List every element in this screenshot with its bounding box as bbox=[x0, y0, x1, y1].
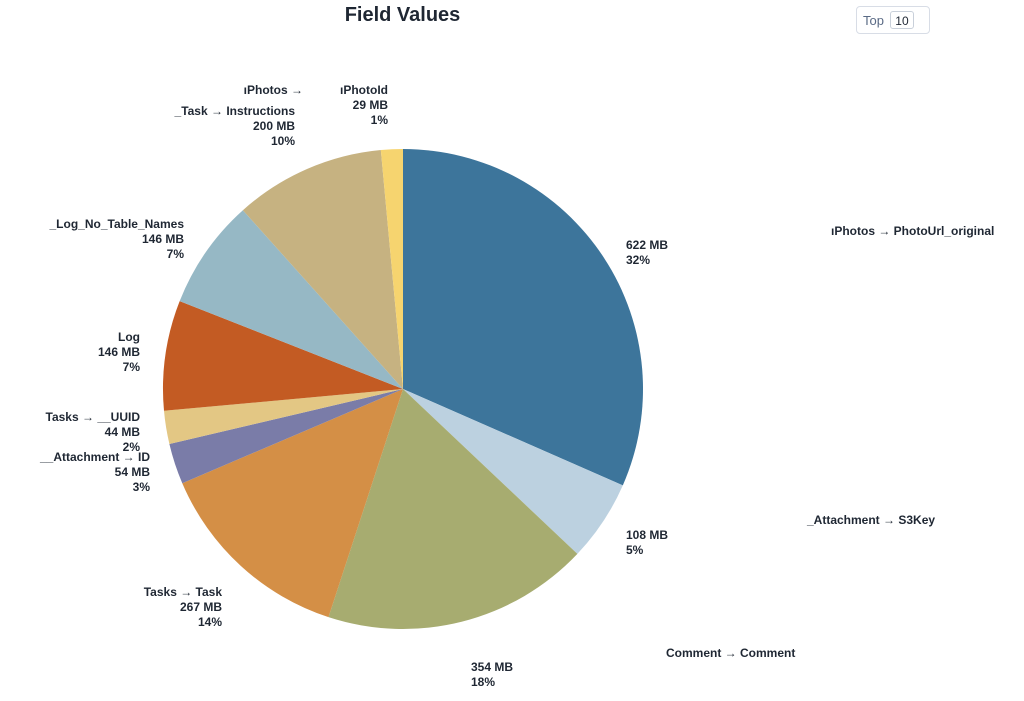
top-n-selector[interactable]: Top 10 bbox=[856, 6, 930, 34]
slice-size-label: 54 MB bbox=[115, 465, 151, 479]
pie-slice[interactable] bbox=[162, 301, 403, 411]
slice-name-label: __Attachment → ID bbox=[39, 450, 150, 464]
slice-size-label: 44 MB bbox=[105, 425, 141, 439]
slice-name-label: _Attachment → S3Key bbox=[806, 513, 935, 527]
pie-slice[interactable] bbox=[182, 389, 403, 618]
slice-size-label: 146 MB bbox=[98, 345, 140, 359]
slice-size-label: 267 MB bbox=[180, 600, 222, 614]
slice-name-label: Log bbox=[118, 330, 140, 344]
slice-size-label: 622 MB bbox=[626, 238, 668, 252]
slice-name-label: Comment → Comment bbox=[666, 646, 795, 660]
pie-slice[interactable] bbox=[380, 149, 403, 389]
slice-percent-label: 3% bbox=[133, 480, 151, 494]
chart-title: Field Values bbox=[344, 4, 461, 26]
slice-size-label: 29 MB bbox=[353, 98, 389, 112]
slice-name-label: ıPhotoId bbox=[340, 83, 388, 97]
slice-percent-label: 2% bbox=[123, 440, 141, 454]
slice-size-label: 108 MB bbox=[626, 528, 668, 542]
slice-name-label: _Task → Instructions bbox=[174, 104, 296, 118]
top-n-label: Top bbox=[863, 12, 884, 28]
slice-name-label: Tasks → __UUID bbox=[46, 410, 141, 424]
pie-slice[interactable] bbox=[163, 389, 403, 444]
slice-name-label: ıPhotos → PhotoUrl_original bbox=[831, 224, 994, 238]
slice-percent-label: 10% bbox=[271, 134, 295, 148]
pie-slice[interactable] bbox=[403, 389, 623, 554]
slice-size-label: 200 MB bbox=[253, 119, 295, 133]
slice-size-label: 354 MB bbox=[471, 660, 513, 674]
top-n-input[interactable]: 10 bbox=[889, 11, 914, 29]
slice-percent-label: 7% bbox=[123, 360, 141, 374]
pie-slice[interactable] bbox=[403, 149, 644, 486]
pie-slice[interactable] bbox=[328, 389, 578, 630]
slice-percent-label: 5% bbox=[626, 543, 644, 557]
slice-percent-label: 18% bbox=[471, 675, 495, 689]
slice-size-label: 146 MB bbox=[142, 232, 184, 246]
slice-percent-label: 1% bbox=[371, 113, 389, 127]
pie-slice[interactable] bbox=[169, 389, 403, 484]
slice-percent-label: 7% bbox=[167, 247, 185, 261]
slice-percent-label: 14% bbox=[198, 615, 222, 629]
slice-name-label: Tasks → Task bbox=[144, 585, 223, 599]
pie-slice[interactable] bbox=[242, 150, 403, 389]
slice-name-label: _Log_No_Table_Names bbox=[49, 217, 185, 231]
pie-slices bbox=[162, 149, 644, 630]
slice-percent-label: 32% bbox=[626, 253, 650, 267]
photos-prefix-label: ıPhotos → bbox=[244, 83, 303, 97]
pie-slice[interactable] bbox=[179, 210, 403, 389]
